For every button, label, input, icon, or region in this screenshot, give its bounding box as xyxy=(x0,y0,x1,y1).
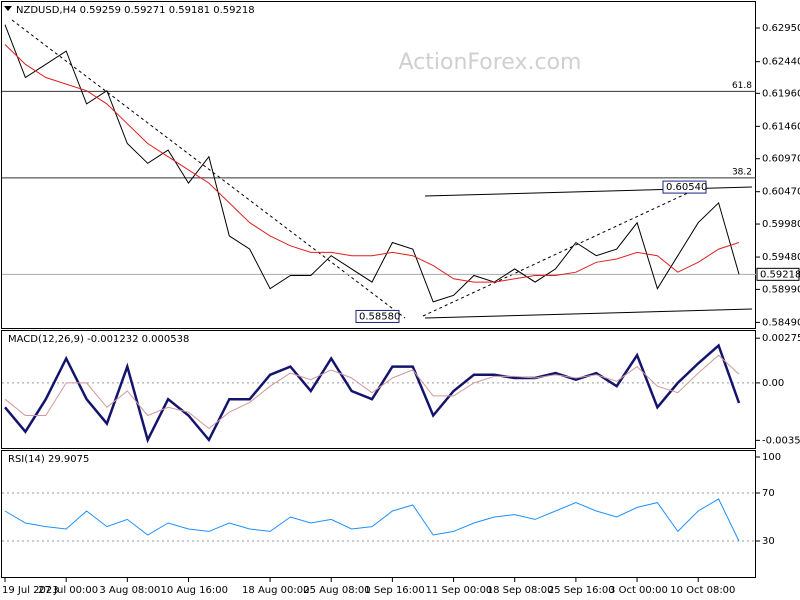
y-tick-label: 0.59980 xyxy=(762,219,800,230)
x-tick-label: 3 Aug 08:00 xyxy=(99,585,160,596)
y-tick-label: 30 xyxy=(762,536,775,547)
annotation-box xyxy=(662,180,707,194)
y-tick-label: 0.62440 xyxy=(762,57,800,68)
macd-title: MACD(12,26,9) -0.001232 0.000538 xyxy=(8,334,189,345)
watermark: ActionForex.com xyxy=(399,50,582,75)
channel-line xyxy=(424,308,753,319)
main-panel xyxy=(1,1,756,329)
x-tick-label: 10 Oct 08:00 xyxy=(670,585,735,596)
y-tick-label: 0.00275 xyxy=(762,333,800,344)
annotation-label: 0.58580 xyxy=(359,311,400,322)
rsi-panel xyxy=(1,450,756,578)
series-line xyxy=(4,498,740,542)
menu-icon xyxy=(4,6,12,11)
y-tick-label: 0.61460 xyxy=(762,121,800,132)
y-tick-label: 100 xyxy=(762,452,781,463)
annotation-box xyxy=(355,309,400,323)
level-label: 38.2 xyxy=(732,167,752,177)
x-tick-label: 11 Sep 00:00 xyxy=(426,585,493,596)
x-tick-label: 18 Aug 00:00 xyxy=(242,585,309,596)
x-tick-label: 18 Sep 08:00 xyxy=(487,585,554,596)
y-tick-label: 0.60970 xyxy=(762,154,800,165)
y-tick-label: 0.60470 xyxy=(762,187,800,198)
rsi-title: RSI(14) 29.9075 xyxy=(8,454,89,465)
series-line xyxy=(4,24,740,303)
y-tick-label: -0.003531 xyxy=(762,435,800,446)
y-tick-label: 70 xyxy=(762,488,775,499)
trend-line xyxy=(422,184,706,317)
x-tick-label: 1 Sep 16:00 xyxy=(364,585,424,596)
macd-panel xyxy=(1,330,756,449)
x-tick-label: 25 Aug 08:00 xyxy=(303,585,370,596)
level-label: 61.8 xyxy=(732,81,752,91)
x-tick-label: 3 Oct 00:00 xyxy=(609,585,668,596)
series-line xyxy=(4,354,740,430)
annotation-label: 0.60540 xyxy=(666,182,707,193)
y-tick-label: 0.61960 xyxy=(762,88,800,99)
x-tick-label: 10 Aug 16:00 xyxy=(161,585,228,596)
series-line xyxy=(4,44,740,283)
series-line xyxy=(4,343,741,444)
x-tick-label: 27 Jul 00:00 xyxy=(38,585,98,596)
last-price-label: 0.59218 xyxy=(760,269,800,280)
y-tick-label: 0.59480 xyxy=(762,252,800,263)
trend-line xyxy=(11,19,406,319)
y-tick-label: 0.58490 xyxy=(762,317,800,328)
x-tick-label: 25 Sep 16:00 xyxy=(548,585,615,596)
x-tick-label: 19 Jul 2023 xyxy=(2,585,59,596)
y-tick-label: 0.58990 xyxy=(762,284,800,295)
y-tick-label: 0.00 xyxy=(762,378,784,389)
y-tick-label: 0.62950 xyxy=(762,23,800,34)
last-price-box xyxy=(756,267,800,281)
chart-title: NZDUSD,H4 0.59259 0.59271 0.59181 0.5921… xyxy=(16,5,255,16)
